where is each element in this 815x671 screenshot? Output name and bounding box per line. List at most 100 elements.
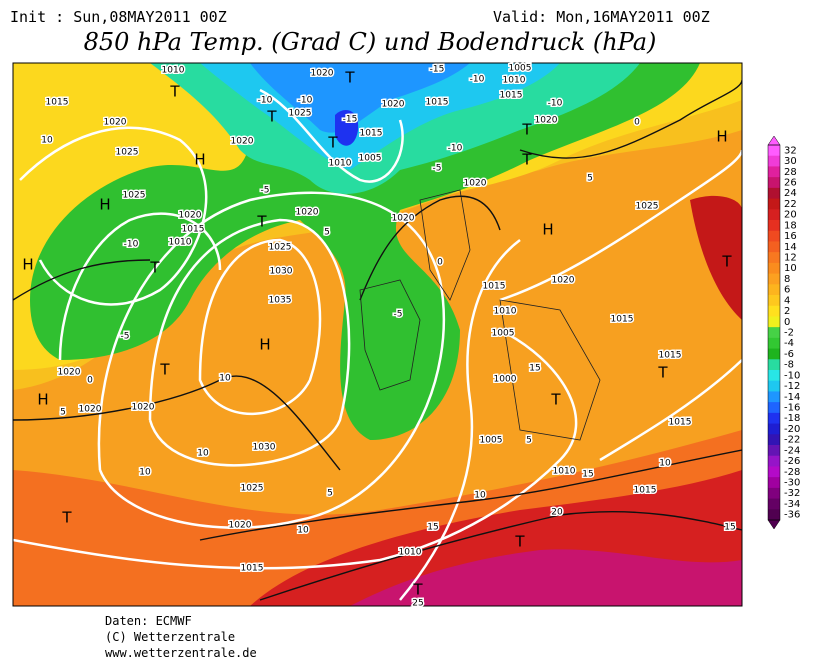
colorbar-swatch xyxy=(768,316,780,328)
contour-label: -5 xyxy=(433,164,442,174)
colorbar-swatch xyxy=(768,466,780,478)
colorbar-swatch xyxy=(768,166,780,178)
pressure-center: H xyxy=(194,151,205,169)
contour-label: 10 xyxy=(197,449,209,459)
contour-label: 1025 xyxy=(636,202,659,212)
pressure-center: H xyxy=(22,256,33,274)
colorbar-label: -18 xyxy=(784,413,800,424)
colorbar-swatch xyxy=(768,252,780,264)
colorbar-label: -26 xyxy=(784,456,800,467)
contour-label: -5 xyxy=(121,332,130,342)
colorbar-swatch xyxy=(768,498,780,510)
colorbar-label: 2 xyxy=(784,306,790,317)
contour-label: 5 xyxy=(324,228,330,238)
pressure-center: T xyxy=(521,121,532,139)
contour-label: 1015 xyxy=(483,282,506,292)
contour-label: 1020 xyxy=(296,208,319,218)
contour-label: 1025 xyxy=(123,191,146,201)
colorbar-swatch xyxy=(768,241,780,253)
colorbar-end xyxy=(767,519,781,530)
contour-label: 10 xyxy=(297,526,309,536)
colorbar-label: -36 xyxy=(784,510,800,521)
pressure-center: H xyxy=(542,221,553,239)
colorbar-swatch xyxy=(768,295,780,307)
colorbar-label: -12 xyxy=(784,381,800,392)
pressure-center: T xyxy=(327,134,338,152)
contour-label: 1010 xyxy=(329,159,352,169)
contour-label: 1015 xyxy=(46,98,69,108)
contour-label: 1035 xyxy=(269,296,292,306)
contour-label: -5 xyxy=(261,186,270,196)
contour-label: 15 xyxy=(427,523,438,533)
contour-label: 15 xyxy=(724,523,735,533)
colorbar-label: -14 xyxy=(784,392,800,403)
colorbar-swatch xyxy=(768,145,780,157)
pressure-center: H xyxy=(259,336,270,354)
contour-label: 1020 xyxy=(179,211,202,221)
contour-label: 1025 xyxy=(116,148,139,158)
colorbar-swatch xyxy=(768,273,780,285)
pressure-center: T xyxy=(344,69,355,87)
colorbar-label: -10 xyxy=(784,370,800,381)
colorbar-swatch xyxy=(768,391,780,403)
contour-label: -5 xyxy=(394,310,403,320)
contour-label: 10 xyxy=(474,491,486,501)
contour-label: 1025 xyxy=(241,484,264,494)
colorbar-swatch xyxy=(768,402,780,414)
contour-label: 1025 xyxy=(269,243,292,253)
contour-label: -10 xyxy=(548,99,563,109)
colorbar-swatch xyxy=(768,209,780,221)
contour-label: 1015 xyxy=(360,129,383,139)
contour-label: 1005 xyxy=(509,64,532,74)
contour-label: 1020 xyxy=(58,368,81,378)
footer-line: www.wetterzentrale.de xyxy=(105,646,257,660)
contour-label: 10 xyxy=(139,468,151,478)
pressure-center: T xyxy=(159,361,170,379)
contour-label: -10 xyxy=(258,96,273,106)
contour-label: 1005 xyxy=(492,329,515,339)
colorbar-swatch xyxy=(768,412,780,425)
contour-label: 1000 xyxy=(494,375,517,385)
footer-line: (C) Wetterzentrale xyxy=(105,630,235,644)
contour-label: 10 xyxy=(41,136,53,146)
contour-label: 0 xyxy=(87,376,93,386)
colorbar-label: -4 xyxy=(784,338,794,349)
contour-label: 1010 xyxy=(169,238,192,248)
colorbar-label: -24 xyxy=(784,445,800,456)
colorbar-swatch xyxy=(768,445,780,457)
contour-label: 5 xyxy=(327,489,333,499)
contour-label: 1010 xyxy=(553,467,576,477)
contour-label: 1020 xyxy=(311,69,334,79)
colorbar-label: 14 xyxy=(784,242,797,253)
contour-label: 1015 xyxy=(241,564,264,574)
colorbar-label: 28 xyxy=(784,167,797,178)
pressure-center: T xyxy=(550,391,561,409)
colorbar-swatch xyxy=(768,380,780,392)
colorbar-label: -32 xyxy=(784,488,800,499)
contour-label: 10 xyxy=(659,459,671,469)
footer-line: Daten: ECMWF xyxy=(105,614,192,628)
pressure-center: T xyxy=(169,83,180,101)
contour-label: 20 xyxy=(551,508,563,518)
colorbar-swatch xyxy=(768,477,780,489)
pressure-center: H xyxy=(37,391,48,409)
colorbar-label: -28 xyxy=(784,467,800,478)
colorbar-label: 32 xyxy=(784,145,797,156)
contour-label: 1005 xyxy=(480,436,503,446)
colorbar-label: 18 xyxy=(784,220,797,231)
colorbar-label: 12 xyxy=(784,253,797,264)
contour-label: -15 xyxy=(430,65,445,75)
map-field xyxy=(13,63,742,606)
colorbar-swatch xyxy=(768,455,780,467)
colorbar-label: 0 xyxy=(784,317,790,328)
colorbar-swatch xyxy=(768,434,780,446)
pressure-center: T xyxy=(521,151,532,169)
contour-label: 5 xyxy=(526,436,532,446)
colorbar-swatch xyxy=(768,177,780,189)
pressure-center: T xyxy=(256,213,267,231)
contour-label: 1015 xyxy=(634,486,657,496)
colorbar-label: 30 xyxy=(784,156,797,167)
colorbar-swatch xyxy=(768,337,780,350)
contour-label: -10 xyxy=(470,75,485,85)
valid-time: Valid: Mon,16MAY2011 00Z xyxy=(493,8,710,26)
